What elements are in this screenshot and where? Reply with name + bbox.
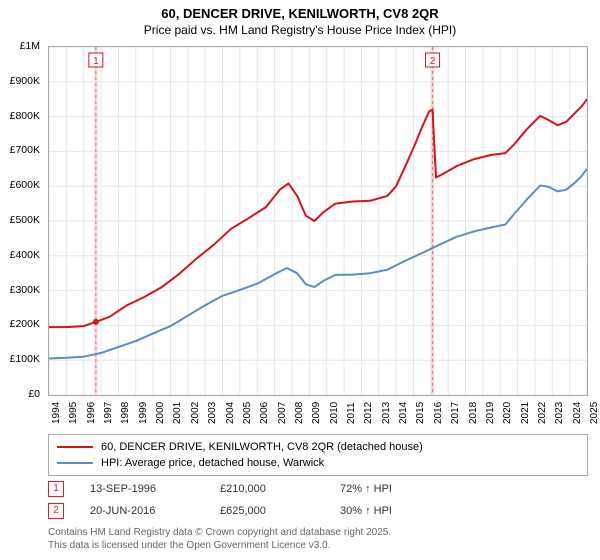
sales-block: 1 13-SEP-1996 £210,000 72% ↑ HPI 2 20-JU… [48,478,588,522]
y-tick-label: £900K [10,75,40,87]
y-tick-label: £300K [10,284,40,296]
footer-line1: Contains HM Land Registry data © Crown c… [48,526,588,539]
y-tick-label: £800K [10,110,40,122]
svg-text:1: 1 [93,56,99,67]
svg-text:2: 2 [430,56,436,67]
y-tick-label: £400K [10,249,40,261]
legend-box: 60, DENCER DRIVE, KENILWORTH, CV8 2QR (d… [48,434,588,476]
x-tick-label: 2005 [242,402,253,424]
y-tick-label: £100K [10,353,40,365]
x-tick-label: 2010 [329,402,340,424]
x-tick-label: 2006 [259,402,270,424]
sale-marker-2: 2 [48,503,64,519]
chart-plot-area: 12 [48,46,588,396]
title-block: 60, DENCER DRIVE, KENILWORTH, CV8 2QR Pr… [0,0,600,37]
x-tick-label: 2024 [572,402,583,424]
x-tick-label: 2008 [294,402,305,424]
x-tick-label: 2004 [225,402,236,424]
x-tick-label: 2015 [415,402,426,424]
x-tick-label: 2021 [520,402,531,424]
sale-date: 20-JUN-2016 [90,505,220,517]
sale-row: 1 13-SEP-1996 £210,000 72% ↑ HPI [48,478,588,500]
sale-row: 2 20-JUN-2016 £625,000 30% ↑ HPI [48,500,588,522]
x-tick-label: 1997 [103,402,114,424]
x-tick-label: 2012 [363,402,374,424]
sale-price: £210,000 [220,483,340,495]
chart-title-line1: 60, DENCER DRIVE, KENILWORTH, CV8 2QR [0,6,600,21]
x-tick-label: 1998 [120,402,131,424]
x-tick-label: 2022 [537,402,548,424]
sale-marker-1: 1 [48,481,64,497]
chart-svg: 12 [49,47,587,395]
legend-label-price-paid: 60, DENCER DRIVE, KENILWORTH, CV8 2QR (d… [101,441,423,453]
x-tick-label: 2000 [155,402,166,424]
y-tick-label: £500K [10,214,40,226]
x-tick-label: 1994 [51,402,62,424]
x-tick-label: 2014 [398,402,409,424]
x-tick-label: 2003 [207,402,218,424]
sale-delta: 72% ↑ HPI [340,483,460,495]
y-tick-label: £1M [20,40,40,52]
legend-row-price-paid: 60, DENCER DRIVE, KENILWORTH, CV8 2QR (d… [57,439,579,455]
x-tick-label: 2016 [433,402,444,424]
x-tick-label: 2025 [589,402,600,424]
sale-date: 13-SEP-1996 [90,483,220,495]
y-tick-label: £0 [28,388,40,400]
x-tick-label: 1999 [138,402,149,424]
x-tick-label: 2017 [450,402,461,424]
footer-line2: This data is licensed under the Open Gov… [48,539,588,552]
y-tick-label: £200K [10,318,40,330]
legend-row-hpi: HPI: Average price, detached house, Warw… [57,455,579,471]
x-axis-labels: 1994 1995 1996 1997 1998 1999 2000 2001 2002 2003… [48,398,588,428]
x-tick-label: 2018 [468,402,479,424]
x-tick-label: 2001 [172,402,183,424]
x-tick-label: 2023 [554,402,565,424]
sale-delta: 30% ↑ HPI [340,505,460,517]
legend-swatch-price-paid [57,446,93,448]
x-tick-label: 2011 [346,402,357,424]
y-tick-label: £700K [10,144,40,156]
x-tick-label: 2020 [502,402,513,424]
x-tick-label: 2002 [190,402,201,424]
x-tick-label: 2007 [277,402,288,424]
x-tick-label: 2019 [485,402,496,424]
y-tick-label: £600K [10,179,40,191]
y-axis-labels: £0£100K£200K£300K£400K£500K£600K£700K£80… [0,46,44,396]
footer-attribution: Contains HM Land Registry data © Crown c… [48,526,588,552]
x-tick-label: 1995 [68,402,79,424]
chart-title-line2: Price paid vs. HM Land Registry's House … [0,23,600,37]
x-tick-label: 1996 [86,402,97,424]
x-tick-label: 2009 [311,402,322,424]
sale-price: £625,000 [220,505,340,517]
legend-swatch-hpi [57,462,93,464]
x-tick-label: 2013 [381,402,392,424]
legend-label-hpi: HPI: Average price, detached house, Warw… [101,457,324,469]
